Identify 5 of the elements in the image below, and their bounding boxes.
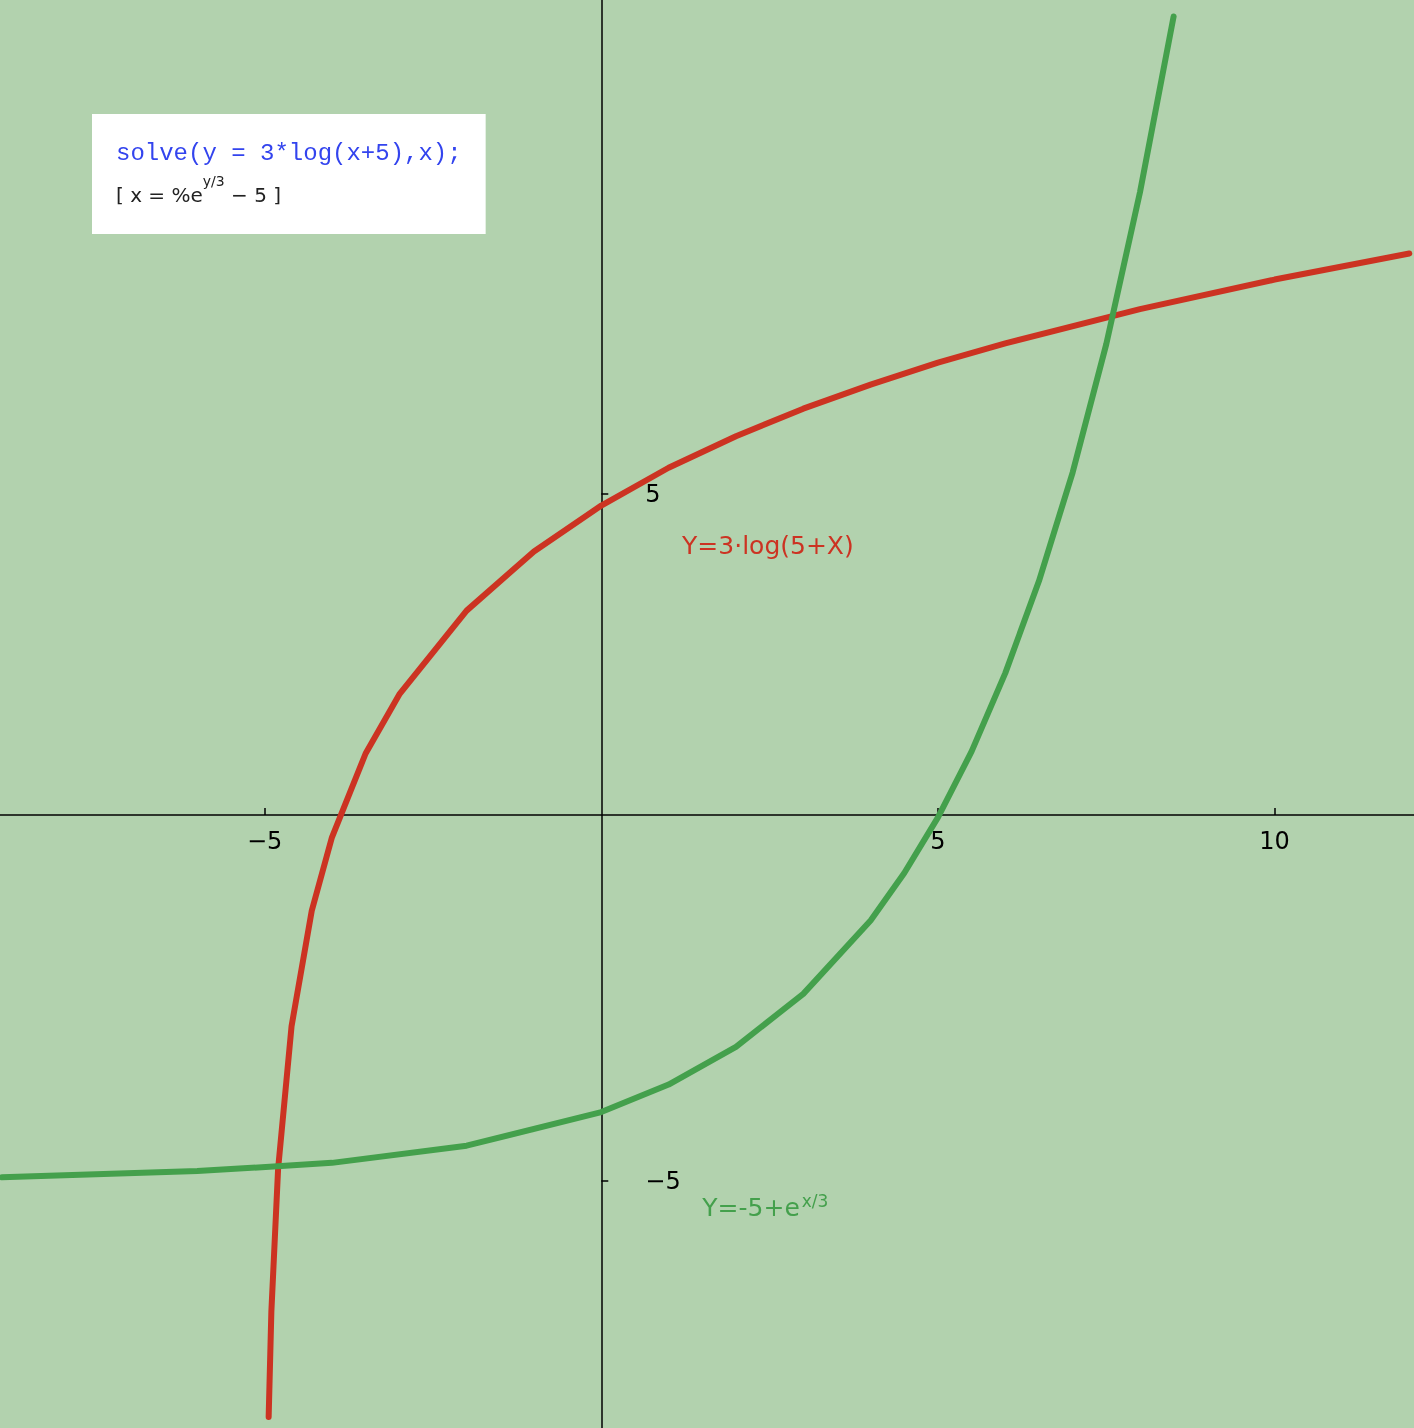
x-tick-label: 5	[930, 827, 946, 856]
x-tick-label: −5	[246, 827, 283, 856]
annotation: solve(y = 3*log(x+5),x);	[116, 139, 462, 167]
text: Y=3·log(5+X)	[681, 530, 854, 560]
x-tick-label: 10	[1259, 827, 1290, 856]
